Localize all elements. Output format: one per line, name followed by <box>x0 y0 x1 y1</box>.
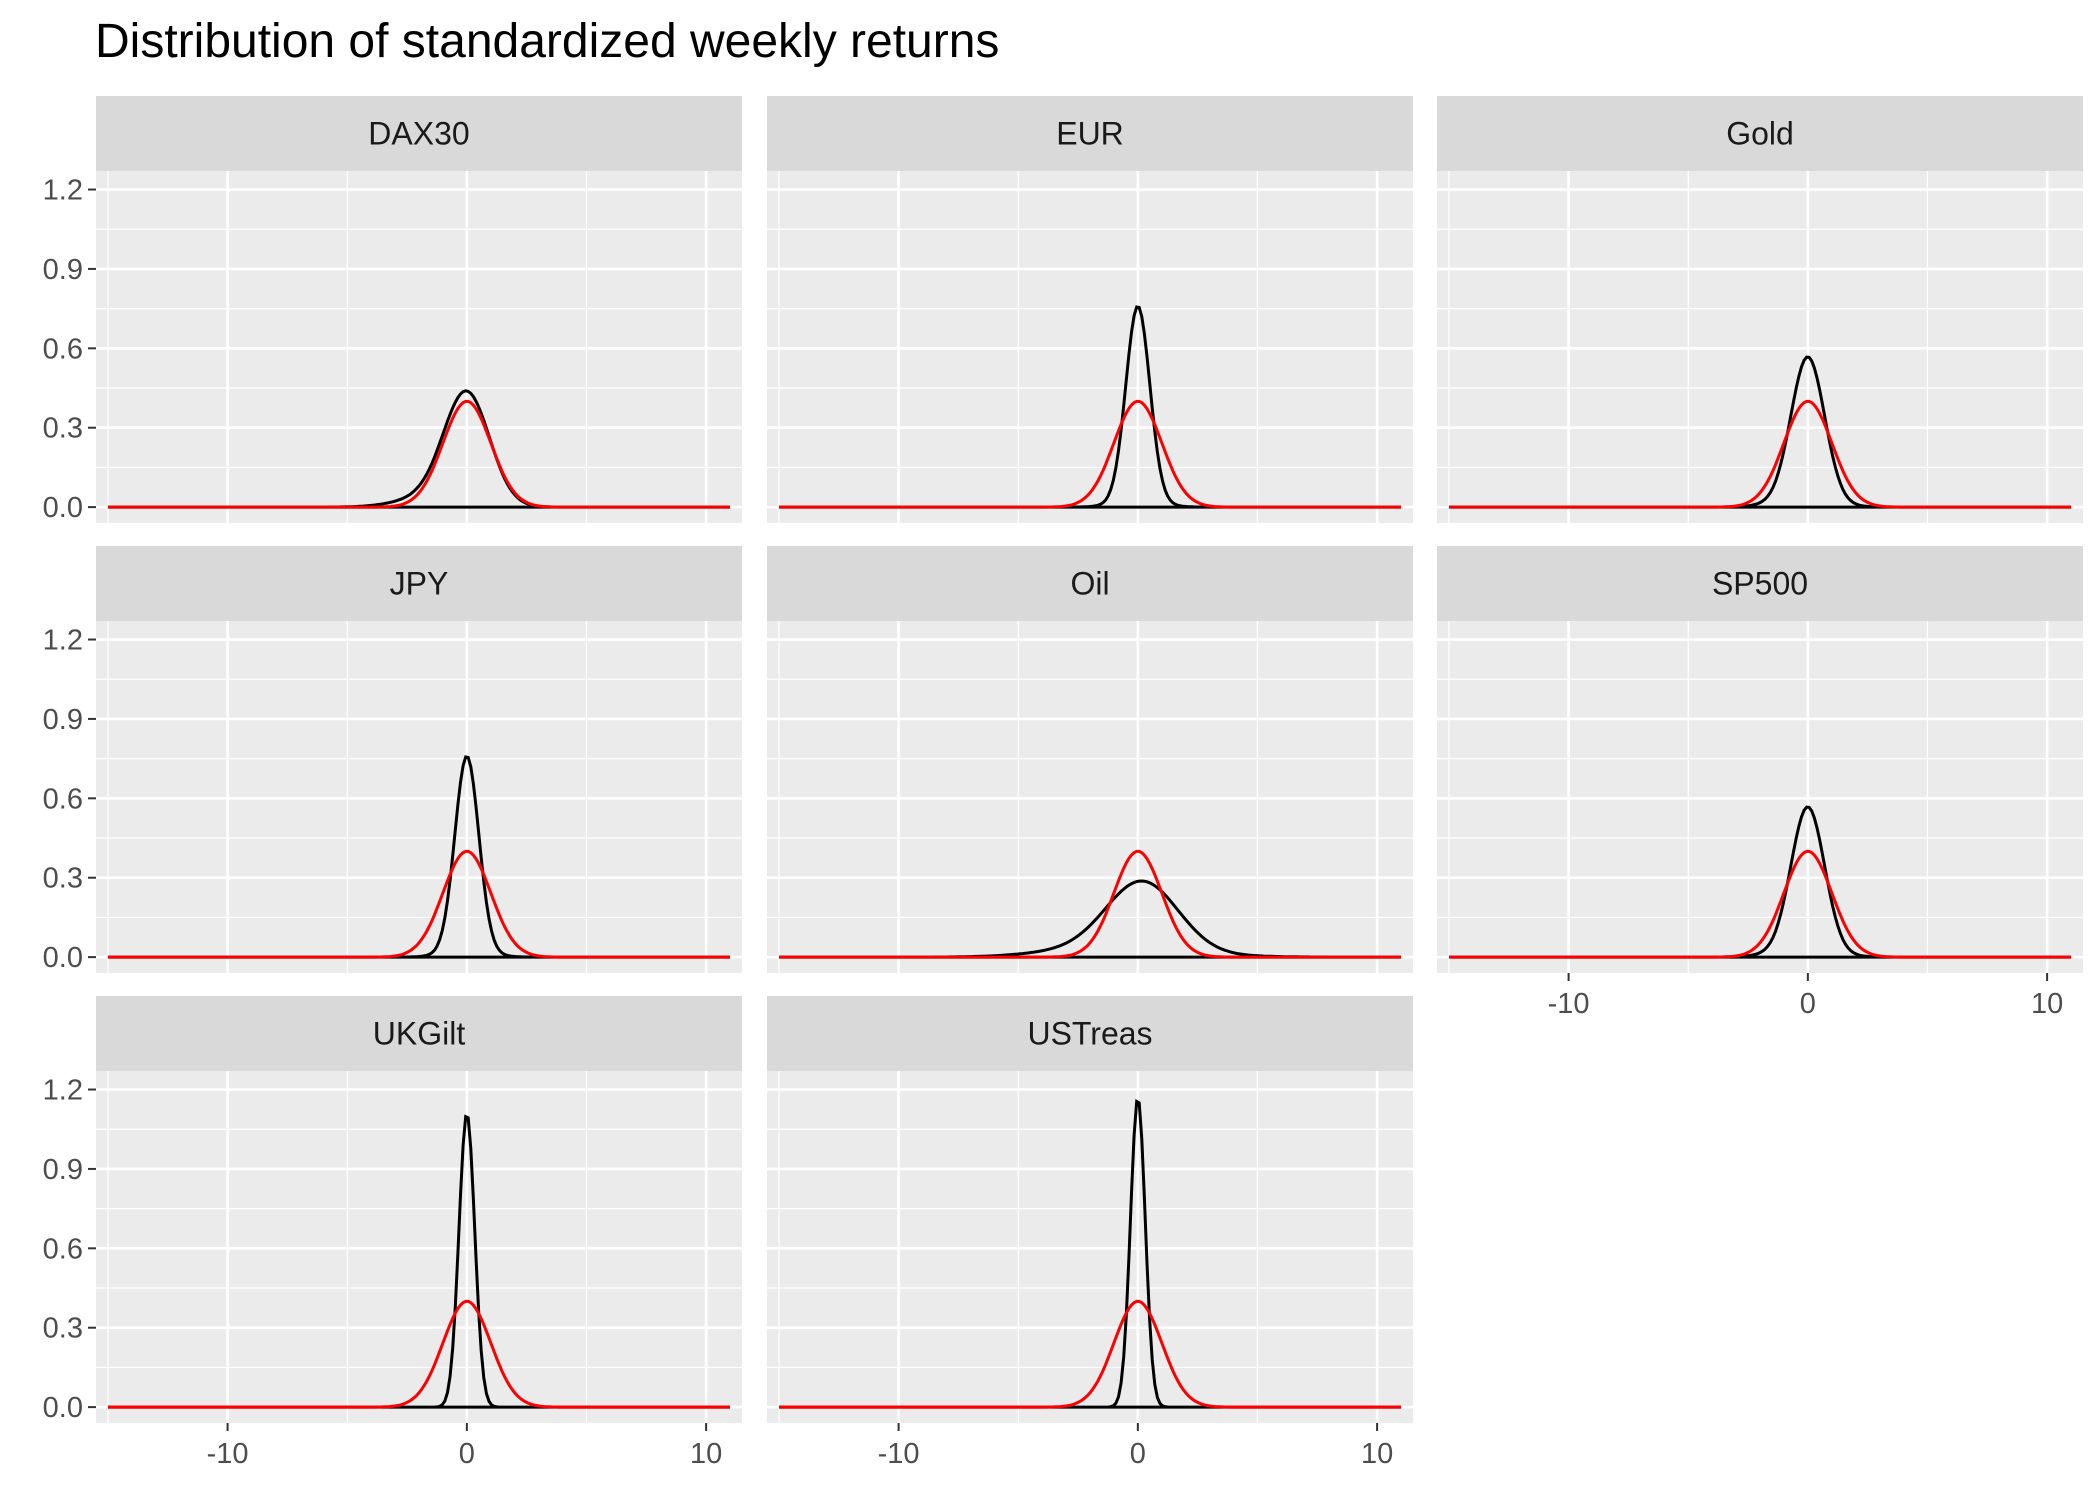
y-tick-label: 0.0 <box>43 942 83 974</box>
y-tick-label: 0.0 <box>43 1392 83 1424</box>
y-tick-label: 1.2 <box>43 625 83 657</box>
panel-background <box>1437 171 2083 523</box>
y-tick-label: 0.3 <box>43 1313 83 1345</box>
x-tick-label: -10 <box>1548 988 1590 1020</box>
normal-density-line <box>108 399 730 509</box>
panel-background <box>767 171 1413 523</box>
chart-title: Distribution of standardized weekly retu… <box>95 15 1000 68</box>
facet-panel-ustreas: USTreas -10 0 10 <box>767 996 1413 1470</box>
x-tick-label: 0 <box>1130 1438 1146 1470</box>
facet-label: DAX30 <box>368 116 469 152</box>
y-tick-label: 0.6 <box>43 333 83 365</box>
normal-density-line <box>779 1299 1401 1409</box>
facet-label: Oil <box>1070 566 1109 602</box>
facet-label: UKGilt <box>373 1016 466 1052</box>
normal-density-line <box>108 1299 730 1409</box>
y-tick-label: 0.6 <box>43 1233 83 1265</box>
x-tick-label: 10 <box>2031 988 2063 1020</box>
x-tick-label: 10 <box>1361 1438 1393 1470</box>
x-tick-label: -10 <box>207 1438 249 1470</box>
y-tick-label: 1.2 <box>43 1075 83 1107</box>
y-tick-label: 0.9 <box>43 704 83 736</box>
facet-label: EUR <box>1056 116 1124 152</box>
facet-strip <box>1437 546 2083 621</box>
facet-panel-jpy: JPY 0.0 0.3 0.6 0.9 1.2 <box>43 546 742 974</box>
facet-label: Gold <box>1726 116 1794 152</box>
facet-strip <box>767 996 1413 1071</box>
normal-density-line <box>779 849 1401 959</box>
normal-density-line <box>1449 849 2071 959</box>
panel-background <box>767 621 1413 973</box>
panel-background <box>96 171 742 523</box>
y-tick-label: 0.0 <box>43 492 83 524</box>
facet-strip <box>96 996 742 1071</box>
facet-panel-oil: Oil <box>767 546 1413 973</box>
normal-density-line <box>779 399 1401 509</box>
panel-background <box>96 1071 742 1423</box>
facet-strip <box>767 96 1413 171</box>
facet-strip <box>1437 96 2083 171</box>
x-tick-label: -10 <box>878 1438 920 1470</box>
y-tick-label: 0.6 <box>43 783 83 815</box>
y-tick-label: 0.3 <box>43 863 83 895</box>
normal-density-line <box>1449 399 2071 509</box>
x-tick-label: 0 <box>1800 988 1816 1020</box>
y-tick-label: 0.3 <box>43 413 83 445</box>
panel-background <box>767 1071 1413 1423</box>
facet-strip <box>767 546 1413 621</box>
facet-strip <box>96 96 742 171</box>
facet-panel-sp500: SP500 -10 0 10 <box>1437 546 2083 1020</box>
facet-label: SP500 <box>1712 566 1808 602</box>
facet-strip <box>96 546 742 621</box>
facet-panel-dax30: DAX30 0.0 0.3 0.6 0.9 1.2 <box>43 96 742 524</box>
normal-density-line <box>108 849 730 959</box>
facet-panel-gold: Gold <box>1437 96 2083 523</box>
facet-panel-eur: EUR <box>767 96 1413 523</box>
y-tick-label: 0.9 <box>43 1154 83 1186</box>
facet-panel-ukgilt: UKGilt 0.0 0.3 0.6 0.9 1.2 -10 0 10 <box>43 996 742 1470</box>
panel-background <box>96 621 742 973</box>
facet-label: JPY <box>390 566 449 602</box>
x-tick-label: 0 <box>459 1438 475 1470</box>
facet-label: USTreas <box>1027 1016 1152 1052</box>
panel-background <box>1437 621 2083 973</box>
x-tick-label: 10 <box>690 1438 722 1470</box>
y-tick-label: 0.9 <box>43 254 83 286</box>
y-tick-label: 1.2 <box>43 175 83 207</box>
